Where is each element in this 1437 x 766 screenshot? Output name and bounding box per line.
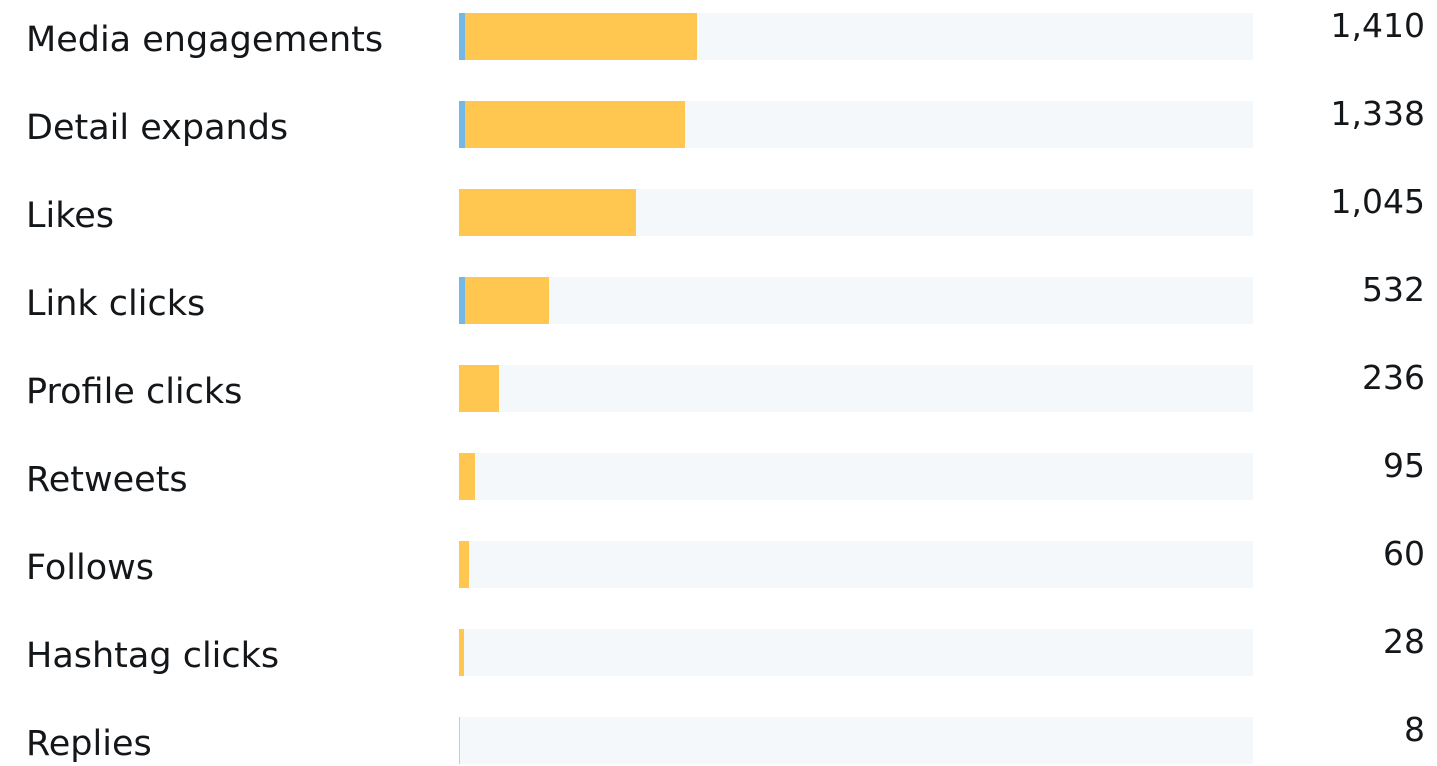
bar-track [459,101,1253,148]
value-label: 60 [1383,534,1425,573]
bar-fill [459,189,636,236]
category-label: Follows [26,548,155,588]
bar-track [459,13,1253,60]
bar-track [459,365,1253,412]
bar-row: Profile clicks 236 [0,352,1437,440]
bar-row: Replies 8 [0,704,1437,764]
category-label: Hashtag clicks [26,636,280,676]
bar-row: Link clicks 532 [0,264,1437,352]
bar-row: Detail expands 1,338 [0,88,1437,176]
category-label: Link clicks [26,284,206,324]
bar-fill [459,541,469,588]
bar-fill-secondary [459,13,465,60]
bar-fill-secondary [459,277,465,324]
bar-fill [459,365,499,412]
value-label: 1,045 [1330,182,1425,221]
value-label: 95 [1383,446,1425,485]
category-label: Likes [26,196,115,236]
bar-track [459,453,1253,500]
bar-fill [459,13,697,60]
category-label: Retweets [26,460,188,500]
bar-track [459,717,1253,764]
bar-fill [459,629,464,676]
category-label: Replies [26,724,152,764]
category-label: Detail expands [26,108,289,148]
bar-row: Likes 1,045 [0,176,1437,264]
value-label: 28 [1383,622,1425,661]
bar-fill [459,453,475,500]
bar-fill-secondary [459,101,465,148]
category-label: Profile clicks [26,372,243,412]
bar-track [459,189,1253,236]
bar-row: Follows 60 [0,528,1437,616]
bar-row: Hashtag clicks 28 [0,616,1437,704]
bar-fill [459,277,549,324]
value-label: 532 [1362,270,1425,309]
category-label: Media engagements [26,20,384,60]
bar-fill [459,101,685,148]
bar-track [459,277,1253,324]
value-label: 1,338 [1330,94,1425,133]
bar-fill [459,717,460,764]
bar-row: Media engagements 1,410 [0,0,1437,88]
value-label: 236 [1362,358,1425,397]
bar-row: Retweets 95 [0,440,1437,528]
value-label: 1,410 [1330,6,1425,45]
bar-track [459,629,1253,676]
value-label: 8 [1404,710,1425,749]
bar-track [459,541,1253,588]
